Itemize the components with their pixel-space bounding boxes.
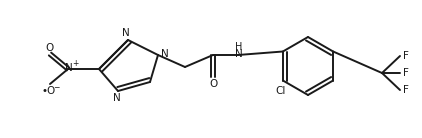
Text: O: O xyxy=(209,79,217,89)
Text: O: O xyxy=(45,43,53,53)
Text: +: + xyxy=(72,59,78,68)
Text: Cl: Cl xyxy=(276,87,286,96)
Text: N: N xyxy=(161,49,169,59)
Text: N: N xyxy=(113,93,121,103)
Text: N: N xyxy=(122,29,130,39)
Text: −: − xyxy=(53,83,59,92)
Text: N: N xyxy=(235,49,243,59)
Text: F: F xyxy=(403,68,409,78)
Text: F: F xyxy=(403,85,409,95)
Text: •O: •O xyxy=(42,86,56,96)
Text: H: H xyxy=(235,42,243,52)
Text: N: N xyxy=(65,63,73,73)
Text: F: F xyxy=(403,51,409,61)
